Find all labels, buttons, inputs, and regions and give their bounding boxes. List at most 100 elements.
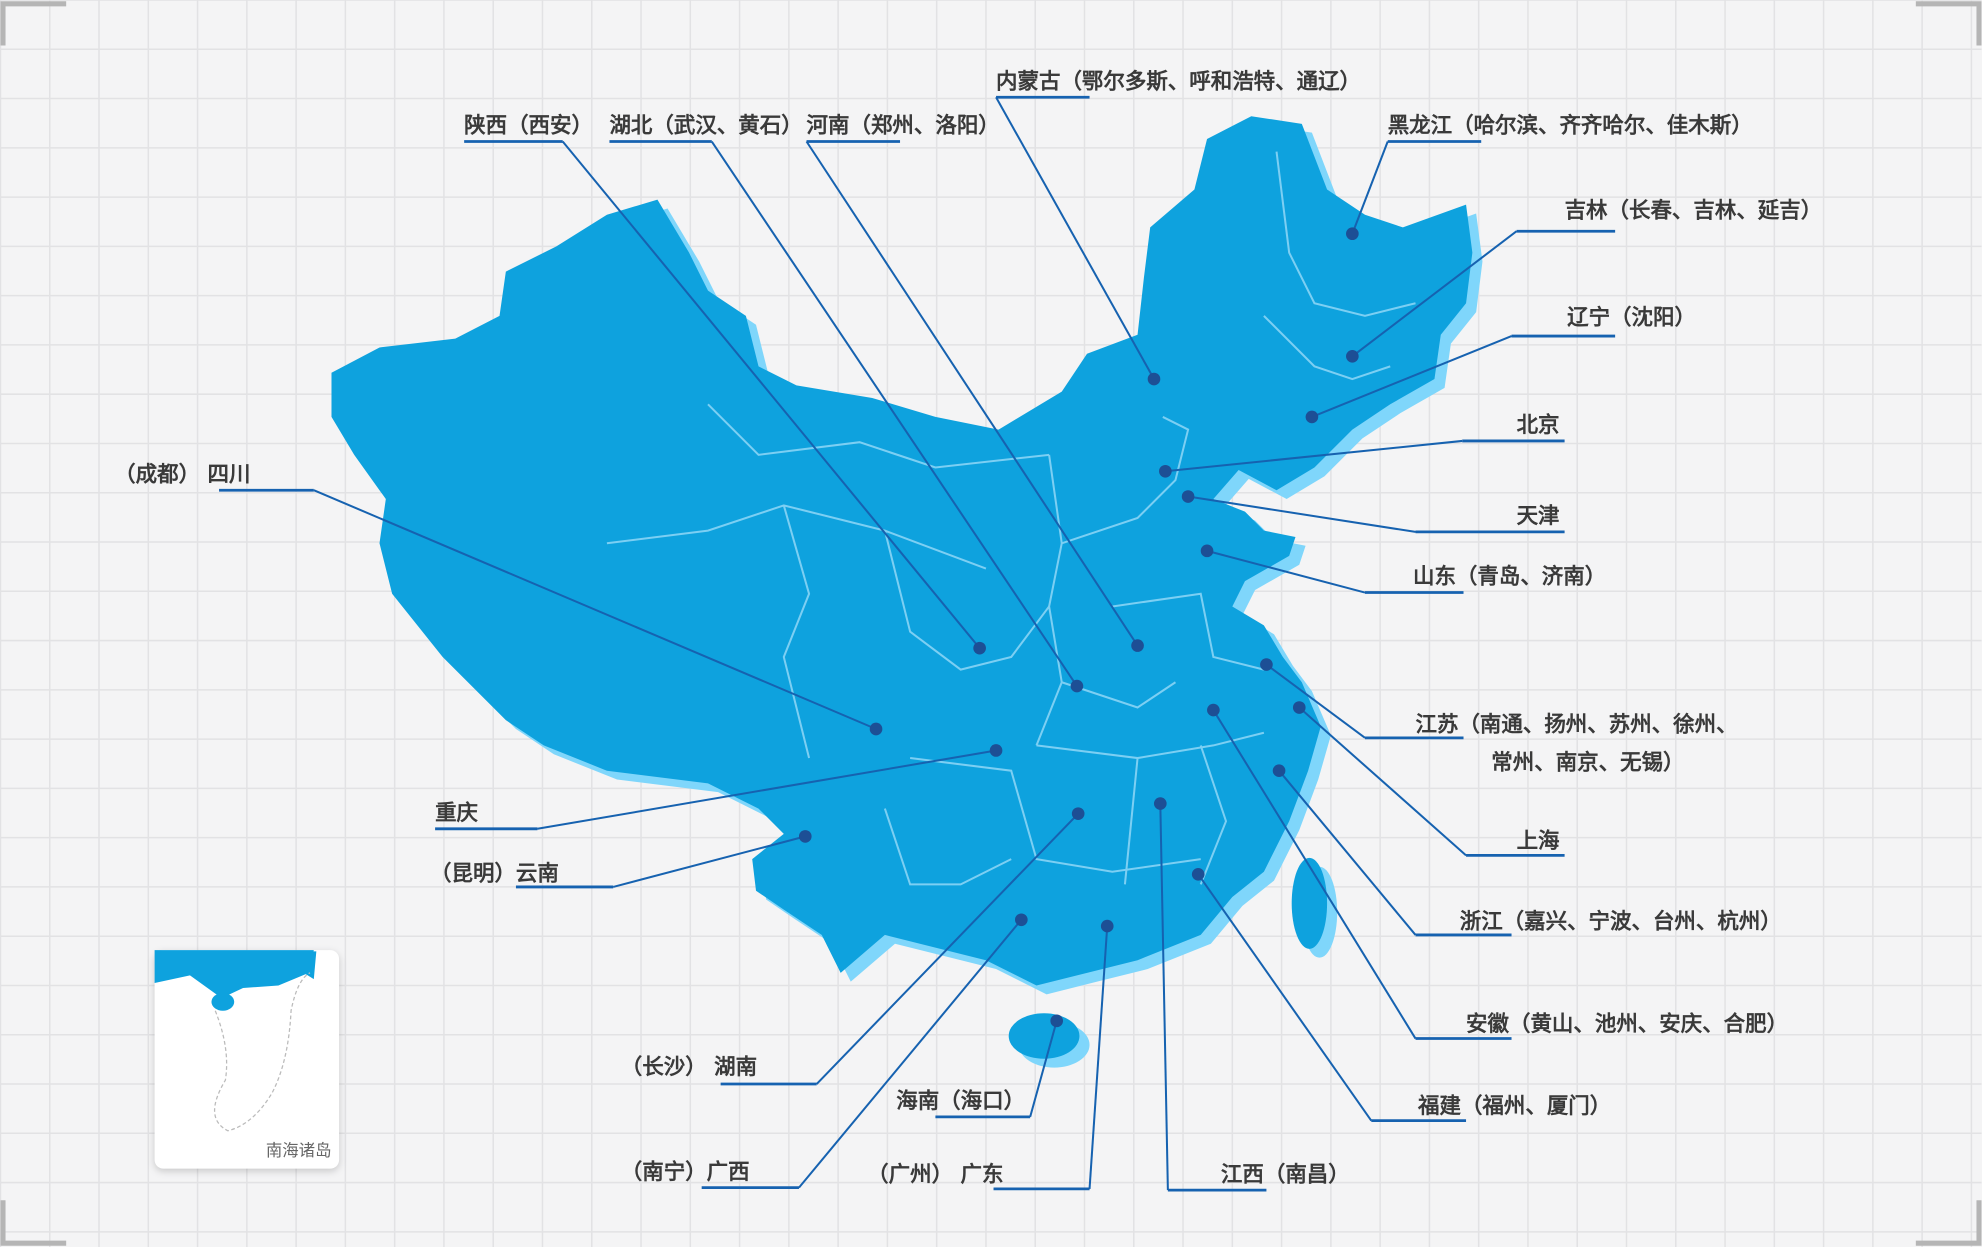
leader-line: [1265, 663, 1366, 739]
leader-line: [798, 919, 1023, 1189]
city-dot: [1207, 703, 1220, 717]
city-dot: [798, 830, 812, 843]
nine-dash-line: [214, 972, 311, 1132]
city-dot: [973, 641, 986, 655]
province-label: 山东（青岛、济南）: [1413, 564, 1606, 590]
leader-line: [1165, 439, 1463, 473]
province-border: [1275, 151, 1416, 317]
taiwan: [1291, 857, 1328, 949]
city-dot: [1346, 227, 1359, 241]
province-label: 海南（海口）: [896, 1088, 1025, 1114]
province-border: [1061, 416, 1190, 545]
province-borders: [606, 151, 1416, 886]
province-label: 江苏（南通、扬州、苏州、徐州、: [1416, 712, 1738, 738]
province-label: 江西（南昌）: [1221, 1162, 1350, 1187]
province-label: 安徽（黄山、池州、安庆、合肥）: [1466, 1011, 1788, 1037]
city-dot: [1292, 701, 1306, 714]
province-border: [910, 757, 1201, 873]
city-dot: [989, 744, 1003, 757]
inset-label: 南海诸岛: [266, 1141, 332, 1160]
map-land: [331, 116, 1473, 1059]
leader-line: [1159, 803, 1169, 1191]
leader-lines: [219, 95, 1616, 1192]
province-border: [883, 808, 1012, 886]
city-dot: [1131, 639, 1144, 652]
city-dot: [1200, 544, 1214, 558]
province-label: 上海: [1517, 828, 1560, 854]
leader-line: [995, 96, 1155, 380]
leader-line: [805, 140, 1139, 647]
province-label: 内蒙古（鄂尔多斯、呼和浩特、通辽）: [996, 68, 1361, 94]
province-label: （长沙） 湖南: [621, 1055, 757, 1080]
province-border: [1199, 745, 1228, 885]
province-label: 黑龙江（哈尔滨、齐齐哈尔、佳木斯）: [1388, 113, 1753, 139]
province-label: 常州、南京、无锡）: [1491, 749, 1684, 775]
corner-bracket: [1915, 1, 1982, 46]
province-label: 天津: [1517, 504, 1560, 529]
leader-line: [1311, 335, 1512, 418]
leader-line: [1029, 1020, 1058, 1118]
leader-line: [561, 140, 981, 649]
leader-line: [313, 489, 877, 730]
leader-line: [1088, 926, 1109, 1189]
province-label: 福建（福州、厦门）: [1417, 1093, 1611, 1119]
corner-bracket: [0, 1, 67, 46]
city-dot: [1191, 867, 1205, 881]
city-dot: [1272, 764, 1286, 778]
china-map: [331, 116, 1483, 1068]
leader-line: [1351, 141, 1389, 235]
leader-line: [1212, 709, 1417, 1040]
hainan: [1008, 1013, 1080, 1059]
province-label: 浙江（嘉兴、宁波、台州、杭州）: [1460, 909, 1782, 935]
province-labels: 内蒙古（鄂尔多斯、呼和浩特、通辽） 陕西（西安） 湖北（武汉、黄石） 河南（郑州、洛阳…: [114, 68, 1822, 1187]
province-label: （广州） 广东: [867, 1161, 1003, 1187]
south-sea-inset: 南海诸岛: [154, 950, 340, 1169]
province-border: [782, 505, 811, 759]
province-label: 辽宁（沈阳）: [1567, 305, 1696, 331]
province-label: 湖北（武汉、黄石）: [609, 114, 802, 139]
province-border: [1112, 592, 1265, 671]
city-dot: [869, 722, 883, 736]
leader-line: [612, 835, 806, 888]
province-border: [1036, 731, 1265, 760]
city-dot: [1159, 464, 1172, 478]
leader-line: [1197, 873, 1373, 1122]
leader-line: [1298, 706, 1467, 857]
province-label: 陕西（西安）: [464, 113, 593, 139]
province-label: （昆明）云南: [430, 862, 559, 887]
province-label: 河南（郑州、洛阳）: [807, 113, 1000, 139]
city-dot: [1100, 919, 1114, 933]
province-border: [1035, 454, 1063, 746]
corner-bracket: [0, 1200, 67, 1246]
leader-line: [1278, 770, 1417, 936]
province-label: 重庆: [435, 800, 478, 826]
leader-line: [815, 812, 1079, 1085]
inset-coast: [154, 950, 314, 999]
province-label: （南宁）广西: [621, 1159, 750, 1185]
city-dot: [1070, 679, 1084, 693]
leader-line: [537, 749, 997, 830]
province-label: （成都） 四川: [114, 462, 250, 487]
leader-line: [1351, 230, 1518, 358]
city-dot: [1015, 913, 1028, 927]
city-dot: [1260, 658, 1273, 671]
province-border: [1263, 315, 1391, 381]
province-label: 北京: [1517, 412, 1560, 438]
province-border: [707, 403, 1050, 469]
mainland: [331, 116, 1473, 986]
corner-bracket: [1915, 1200, 1982, 1246]
leader-line: [1187, 495, 1416, 533]
leader-line: [710, 140, 1078, 687]
inset-hainan: [211, 993, 235, 1011]
province-label: 吉林（长春、吉林、延吉）: [1565, 198, 1823, 223]
city-dot: [1153, 797, 1167, 810]
city-dot: [1181, 490, 1195, 503]
province-border: [883, 530, 1050, 671]
leader-line: [1206, 549, 1366, 594]
city-dot: [1050, 1014, 1064, 1028]
inset-taiwan: [303, 951, 317, 980]
city-dot: [1147, 372, 1161, 386]
province-border: [1061, 681, 1177, 709]
city-dot: [1305, 410, 1319, 424]
